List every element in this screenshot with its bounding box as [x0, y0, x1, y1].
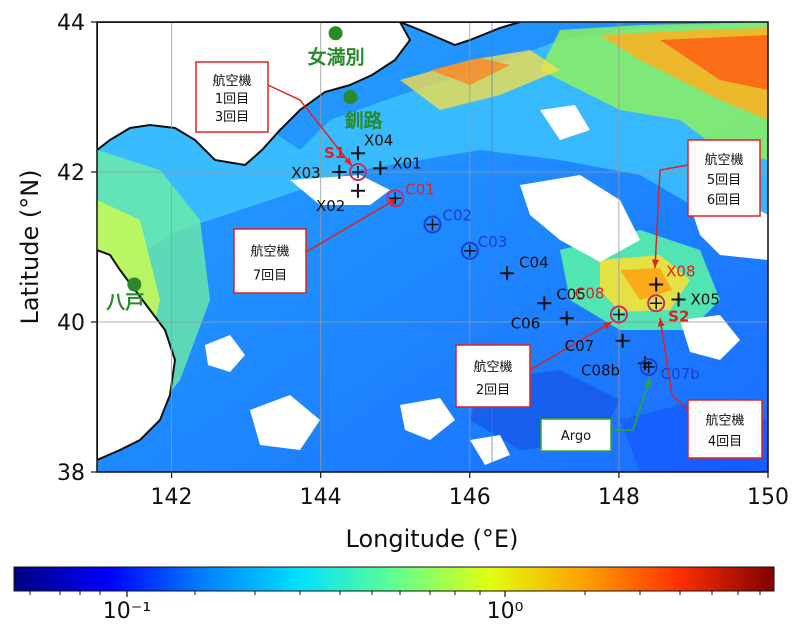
- callout-arrow: [267, 84, 353, 167]
- cross-station-marker: [671, 292, 686, 307]
- callout-text: 航空機: [250, 243, 289, 259]
- station-label: X02: [316, 197, 345, 215]
- station-label: S2: [668, 307, 689, 325]
- cross-station-marker: [500, 266, 515, 281]
- callout-arrow: [659, 317, 689, 411]
- plot-frame: [96, 21, 769, 473]
- callout-text: Argo: [561, 429, 591, 444]
- station-label: C07b: [661, 365, 700, 383]
- callout-arrows: [267, 84, 689, 431]
- callout-arrow: [529, 321, 613, 371]
- colorbar-tick-label: 10⁻¹: [103, 599, 151, 624]
- x-tick-label: 146: [449, 485, 491, 510]
- callout-box-c6: Argo: [540, 418, 612, 452]
- callout-arrow: [611, 377, 651, 431]
- colorbar: 10⁻¹ 10⁰: [13, 566, 775, 624]
- y-tick-label: 44: [57, 11, 85, 36]
- station-label: C01: [405, 180, 435, 198]
- callout-text: 6回目: [707, 193, 741, 208]
- y-tick-label: 38: [57, 461, 85, 486]
- y-tick-label: 40: [57, 311, 85, 336]
- callout-text: 航空機: [705, 413, 744, 429]
- callout-text: 航空機: [704, 152, 743, 168]
- circle-station-marker: [386, 189, 405, 208]
- circle-station-marker: [348, 163, 367, 181]
- y-axis-label: Latitude (°N): [16, 169, 44, 324]
- callout-arrow: [654, 164, 689, 269]
- callout-box-c4: 航空機 2回目: [455, 344, 531, 408]
- callout-box-c5: 航空機 4回目: [687, 399, 763, 459]
- ocean-field: [97, 22, 768, 472]
- callout-box-c1: 航空機 1回目 3回目: [195, 61, 269, 133]
- callout-text: 4回目: [708, 435, 742, 450]
- place-marker: [127, 277, 142, 292]
- callout-text: 2回目: [476, 383, 510, 398]
- axis-ticks: 142 144 146 148 150 38 40 42 44: [57, 11, 789, 510]
- station-label: C03: [478, 233, 508, 251]
- callout-arrow: [305, 197, 399, 253]
- station-markers: X01 X02 X03 X04 X05 X08 C04 C05 C06 C07 C08b S1 C01 C…: [291, 131, 720, 383]
- circle-station-marker: [639, 358, 658, 376]
- callout-text: 5回目: [707, 173, 741, 188]
- place-label: 釧路: [344, 109, 383, 132]
- station-label: X05: [691, 291, 720, 309]
- callout-text: 7回目: [253, 268, 287, 283]
- station-label: X04: [364, 131, 393, 149]
- callout-text: 航空機: [473, 359, 512, 375]
- place-marker: [328, 26, 343, 41]
- y-tick-label: 42: [57, 161, 85, 186]
- cross-station-marker: [637, 356, 652, 371]
- cross-station-marker: [373, 161, 388, 176]
- cross-station-marker: [350, 183, 365, 198]
- cross-station-marker: [332, 165, 347, 179]
- circle-station-marker: [647, 294, 666, 313]
- colorbar-gradient: [13, 566, 775, 592]
- circle-station-marker: [609, 305, 628, 324]
- callout-box-c2: 航空機 7回目: [233, 228, 307, 294]
- x-tick-label: 148: [598, 485, 640, 510]
- station-label: C02: [443, 207, 473, 225]
- x-axis-label: Longitude (°E): [346, 525, 519, 553]
- place-label: 女満別: [308, 45, 365, 68]
- callout-text: 航空機: [212, 73, 251, 89]
- station-label: C08b: [581, 361, 620, 379]
- x-tick-label: 142: [151, 485, 193, 510]
- cross-station-marker: [537, 296, 552, 311]
- circle-station-marker: [423, 215, 442, 234]
- cross-station-marker: [350, 146, 365, 161]
- cross-station-marker: [649, 277, 664, 292]
- station-label: X01: [392, 154, 421, 172]
- callout-box-c3: 航空機 5回目 6回目: [687, 139, 761, 217]
- station-label: C08: [575, 285, 605, 303]
- colorbar-tick-label: 10⁰: [487, 599, 524, 624]
- station-label: C04: [519, 253, 549, 271]
- circle-station-marker: [460, 241, 479, 260]
- cross-station-marker: [559, 311, 574, 326]
- station-label: X03: [291, 164, 320, 182]
- callout-text: 1回目: [215, 92, 249, 107]
- station-label: C06: [511, 314, 541, 332]
- place-label: 八戸: [106, 292, 144, 314]
- place-marker: [343, 90, 358, 104]
- cross-station-marker: [615, 333, 630, 348]
- station-label: C05: [556, 285, 586, 303]
- x-tick-label: 144: [300, 485, 342, 510]
- station-label: X08: [666, 263, 695, 281]
- callout-text: 3回目: [215, 110, 249, 125]
- station-label: S1: [324, 144, 345, 162]
- station-label: C07: [565, 337, 595, 355]
- x-tick-label: 150: [747, 485, 789, 510]
